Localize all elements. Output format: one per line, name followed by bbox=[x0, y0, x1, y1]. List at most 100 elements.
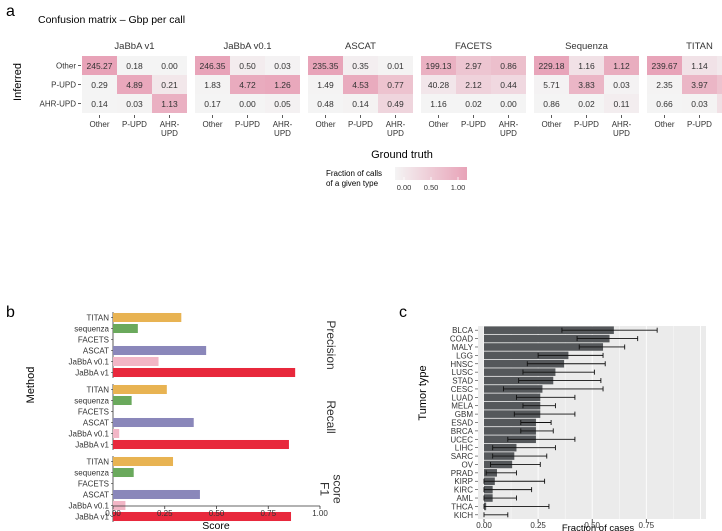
heatmap-ylabel: Inferred bbox=[12, 63, 24, 101]
panel-b-ylabel: Method bbox=[25, 367, 37, 404]
panel-c-xlabel: Fraction of cases bbox=[562, 523, 635, 531]
heatmap-value: 0.18 bbox=[126, 61, 143, 71]
x-tick-label: 0.00 bbox=[105, 509, 121, 518]
heatmap-cell bbox=[343, 94, 378, 113]
method-label: JaBbA v0.1 bbox=[69, 358, 110, 367]
panel-b-chart: Precision TITAN sequenza FACETS ASCAT JaBbA v… bbox=[69, 312, 345, 522]
heatmap-value: 246.35 bbox=[200, 61, 226, 71]
heatmap-value: 4.53 bbox=[352, 80, 369, 90]
heatmap-value: 0.03 bbox=[691, 99, 708, 109]
heatmap-cell bbox=[421, 94, 456, 113]
x-tick-label: 0.50 bbox=[584, 521, 600, 530]
x-tick-label: AHR- bbox=[160, 120, 180, 129]
heatmap-cell bbox=[647, 94, 682, 113]
tumor-label-lgg: LGG bbox=[456, 351, 473, 360]
method-label: sequenza bbox=[74, 325, 109, 334]
heatmap-xlabel: Ground truth bbox=[371, 149, 433, 161]
x-tick-label: AHR- bbox=[499, 120, 519, 129]
tumor-label-lusc: LUSC bbox=[452, 368, 474, 377]
legend-tick-label: 1.00 bbox=[451, 183, 466, 192]
heatmap-value: 1.13 bbox=[161, 99, 178, 109]
facet-label: F1 bbox=[318, 482, 332, 496]
heatmap-cell bbox=[82, 94, 117, 113]
heatmap-value: 0.00 bbox=[500, 99, 517, 109]
tumor-label-kich: KICH bbox=[454, 511, 473, 520]
bar-titan bbox=[113, 456, 174, 467]
heatmap-value: 0.02 bbox=[465, 99, 482, 109]
heatmap-value: 0.86 bbox=[500, 61, 517, 71]
heatmap-cell bbox=[569, 75, 604, 94]
x-tick-label: AHR- bbox=[386, 120, 406, 129]
heatmap-value: 0.50 bbox=[239, 61, 256, 71]
heatmap-cell bbox=[308, 94, 343, 113]
heatmap-value: 3.97 bbox=[691, 80, 708, 90]
heatmap-value: 235.35 bbox=[313, 61, 339, 71]
heatmap-value: 4.72 bbox=[239, 80, 256, 90]
tumor-label-aml: AML bbox=[457, 494, 474, 503]
method-label: FACETS bbox=[78, 408, 109, 417]
x-tick-label: AHR- bbox=[612, 120, 632, 129]
bar-blca bbox=[484, 326, 614, 334]
method-label: ASCAT bbox=[83, 347, 109, 356]
heatmap-cell bbox=[534, 56, 569, 75]
heatmap-cell bbox=[195, 75, 230, 94]
heatmap-cell bbox=[117, 56, 152, 75]
heatmap-value: 0.86 bbox=[543, 99, 560, 109]
heatmap-cell bbox=[604, 94, 639, 113]
tumor-label-prad: PRAD bbox=[451, 469, 473, 478]
heatmap-value: 2.35 bbox=[656, 80, 673, 90]
heatmap-cell bbox=[152, 94, 187, 113]
heatmap-value: 199.13 bbox=[426, 61, 452, 71]
heatmap-cell bbox=[230, 56, 265, 75]
heatmap-cell bbox=[378, 94, 413, 113]
tumor-label-mela: MELA bbox=[451, 402, 473, 411]
heatmap-title-2: ASCAT bbox=[345, 41, 376, 52]
heatmap-cell bbox=[117, 94, 152, 113]
heatmap-value: 2.97 bbox=[465, 61, 482, 71]
heatmap-title-5: TITAN bbox=[686, 41, 713, 52]
heatmap-value: 0.11 bbox=[614, 99, 630, 109]
heatmap-cell bbox=[569, 56, 604, 75]
heatmap-cell bbox=[682, 94, 717, 113]
heatmap-value: 0.14 bbox=[352, 99, 369, 109]
heatmap-cell bbox=[343, 75, 378, 94]
bar-luad bbox=[484, 393, 541, 402]
heatmap-value: 0.00 bbox=[239, 99, 256, 109]
method-label: sequenza bbox=[74, 397, 109, 406]
legend-title-line1: Fraction of calls bbox=[326, 169, 382, 178]
method-label: TITAN bbox=[86, 458, 109, 467]
heatmap-value: 0.66 bbox=[656, 99, 673, 109]
heatmap-cell bbox=[491, 75, 526, 94]
x-tick-label: Other bbox=[89, 120, 109, 129]
bar-lgg bbox=[484, 351, 569, 360]
heatmap-title-0: JaBbA v1 bbox=[114, 41, 154, 52]
heatmap-cell bbox=[117, 75, 152, 94]
bar-jabba-v0-1 bbox=[113, 356, 159, 367]
heatmap-cell bbox=[421, 56, 456, 75]
bar-sequenza bbox=[113, 323, 138, 334]
heatmap-value: 0.21 bbox=[161, 80, 178, 90]
tumor-label-blca: BLCA bbox=[452, 326, 474, 335]
tumor-label-lihc: LIHC bbox=[455, 444, 473, 453]
bar-jabba-v1 bbox=[113, 367, 296, 378]
tumor-label-ov: OV bbox=[461, 460, 473, 469]
heatmap-cell bbox=[717, 94, 722, 113]
heatmap-cell bbox=[308, 75, 343, 94]
heatmap-title-3: FACETS bbox=[455, 41, 492, 52]
x-tick-label: UPD bbox=[161, 129, 178, 138]
heatmap-cell bbox=[378, 56, 413, 75]
heatmap-cell bbox=[152, 56, 187, 75]
heatmap-value: 5.71 bbox=[543, 80, 560, 90]
heatmap-title-4: Sequenza bbox=[565, 41, 609, 52]
bar-lusc bbox=[484, 368, 556, 376]
heatmap-value: 1.12 bbox=[613, 61, 630, 71]
facet-label: Precision bbox=[324, 320, 338, 369]
heatmap-cell bbox=[491, 56, 526, 75]
heatmap-cell bbox=[195, 94, 230, 113]
x-tick-label: UPD bbox=[500, 129, 517, 138]
bar-jabba-v0-1 bbox=[113, 428, 120, 439]
heatmap-cell bbox=[604, 75, 639, 94]
panel-b-xlabel: Score bbox=[202, 520, 230, 531]
heatmap-value: 0.44 bbox=[500, 80, 517, 90]
